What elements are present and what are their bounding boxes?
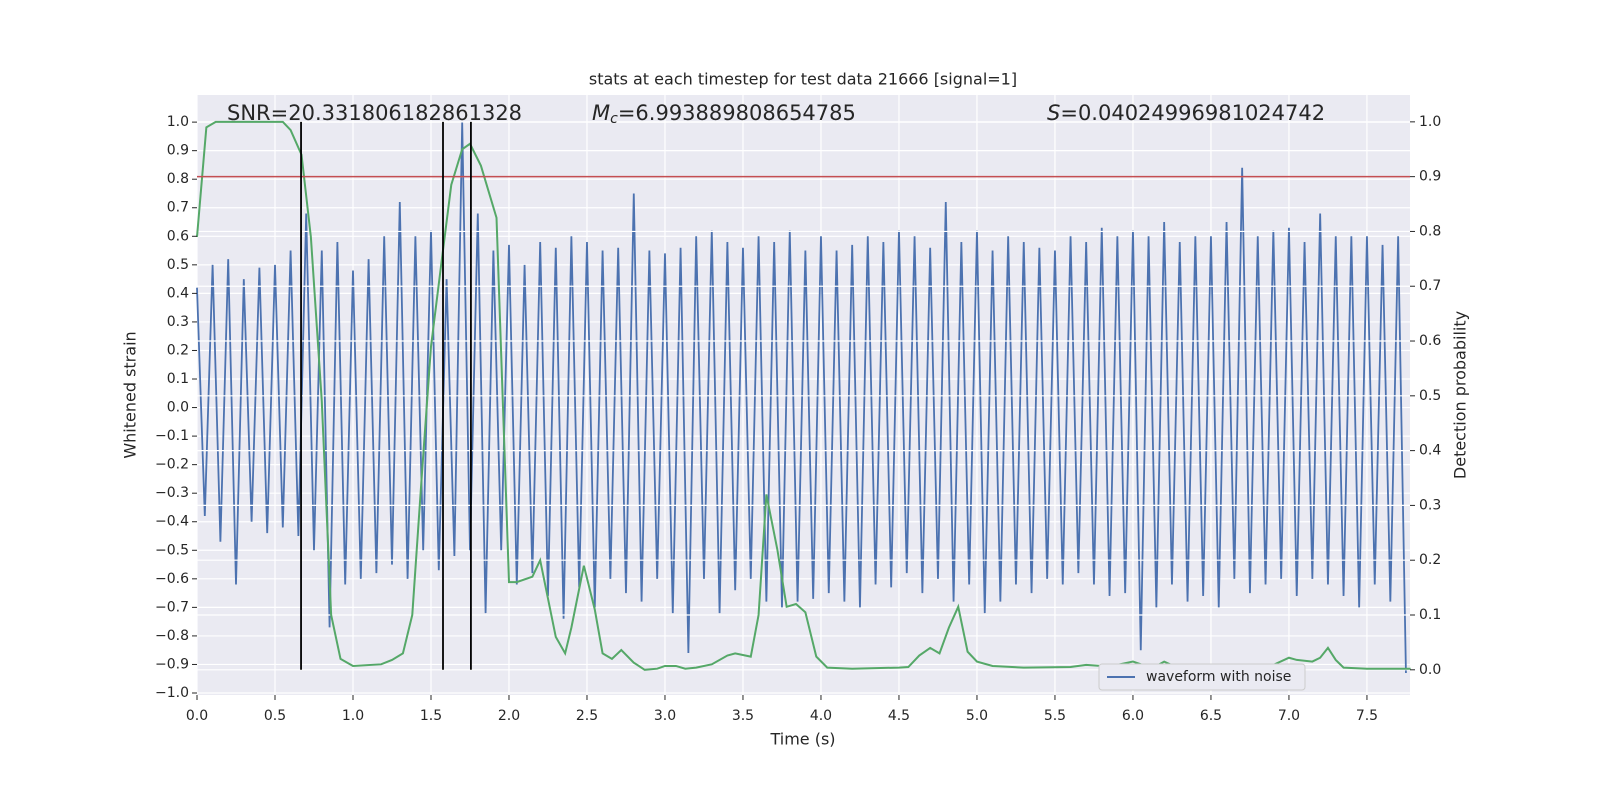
annotation-part: SNR=20.331806182861328 xyxy=(227,101,522,125)
y2-tick-label: 0.6 xyxy=(1419,333,1441,349)
annotation: SNR=20.331806182861328 xyxy=(227,101,522,125)
x-tick-label: 3.0 xyxy=(654,708,676,724)
y-tick-label: −0.9 xyxy=(155,656,189,672)
y2-tick-label: 0.0 xyxy=(1419,662,1441,678)
x-tick-label: 4.0 xyxy=(810,708,832,724)
y-tick-label: 1.0 xyxy=(167,114,189,130)
annotation-part: =6.993889808654785 xyxy=(618,101,856,125)
legend-box xyxy=(1098,663,1306,691)
y-tick-label: −0.2 xyxy=(155,457,189,473)
plot-background xyxy=(197,95,1410,695)
annotation-part: =0.04024996981024742 xyxy=(1060,101,1325,125)
y-tick-label: −0.6 xyxy=(155,571,189,587)
annotation-part: M xyxy=(592,101,610,125)
y2-tick-label: 0.7 xyxy=(1419,278,1441,294)
y-tick-label: 0.7 xyxy=(167,200,189,216)
y2-tick-label: 0.4 xyxy=(1419,443,1441,459)
x-tick-label: 1.0 xyxy=(342,708,364,724)
y2-tick-label: 0.3 xyxy=(1419,497,1441,513)
x-tick-label: 2.5 xyxy=(576,708,598,724)
x-tick-label: 5.5 xyxy=(1044,708,1066,724)
y2-tick-label: 1.0 xyxy=(1419,114,1441,130)
x-tick-label: 6.0 xyxy=(1122,708,1144,724)
y-tick-label: −0.8 xyxy=(155,628,189,644)
annotation: S=0.04024996981024742 xyxy=(1047,101,1325,125)
x-tick-label: 4.5 xyxy=(888,708,910,724)
y-tick-label: −1.0 xyxy=(155,685,189,701)
annotation-part: c xyxy=(610,111,618,127)
annotation: Mc=6.993889808654785 xyxy=(592,101,856,127)
y2-tick-label: 0.1 xyxy=(1419,607,1441,623)
x-tick-label: 0.0 xyxy=(186,708,208,724)
y-tick-label: 0.8 xyxy=(167,171,189,187)
y-tick-label: −0.7 xyxy=(155,599,189,615)
y-tick-label: 0.4 xyxy=(167,285,189,301)
x-tick-label: 2.0 xyxy=(498,708,520,724)
y2-tick-label: 0.8 xyxy=(1419,223,1441,239)
chart-title: stats at each timestep for test data 216… xyxy=(589,70,1017,89)
x-tick-label: 6.5 xyxy=(1200,708,1222,724)
legend-label: waveform with noise xyxy=(1146,669,1291,685)
y2-tick-label: 0.5 xyxy=(1419,388,1441,404)
y2-tick-label: 0.2 xyxy=(1419,552,1441,568)
x-tick-label: 3.5 xyxy=(732,708,754,724)
y-tick-label: −0.1 xyxy=(155,428,189,444)
x-tick-label: 7.0 xyxy=(1278,708,1300,724)
y2-tick-label: 0.9 xyxy=(1419,169,1441,185)
y-tick-label: −0.3 xyxy=(155,485,189,501)
y-tick-label: 0.3 xyxy=(167,314,189,330)
data xyxy=(196,122,1407,674)
y-tick-label: 0.6 xyxy=(167,228,189,244)
y-axis-label: Whitened strain xyxy=(121,331,140,458)
legend: waveform with noise xyxy=(1098,663,1306,691)
y-tick-label: 0.0 xyxy=(167,400,189,416)
y-tick-label: −0.5 xyxy=(155,542,189,558)
x-tick-label: 0.5 xyxy=(264,708,286,724)
waveform-line xyxy=(196,122,1407,674)
y2-axis-label: Detection probability xyxy=(1451,311,1470,479)
x-tick-label: 5.0 xyxy=(966,708,988,724)
y-tick-label: 0.9 xyxy=(167,143,189,159)
x-tick-label: 1.5 xyxy=(420,708,442,724)
annotation-part: S xyxy=(1047,101,1060,125)
x-axis-label: Time (s) xyxy=(769,730,835,749)
y-tick-label: −0.4 xyxy=(155,514,189,530)
x-tick-label: 7.5 xyxy=(1356,708,1378,724)
y-tick-label: 0.5 xyxy=(167,257,189,273)
y-tick-label: 0.2 xyxy=(167,342,189,358)
y-tick-label: 0.1 xyxy=(167,371,189,387)
